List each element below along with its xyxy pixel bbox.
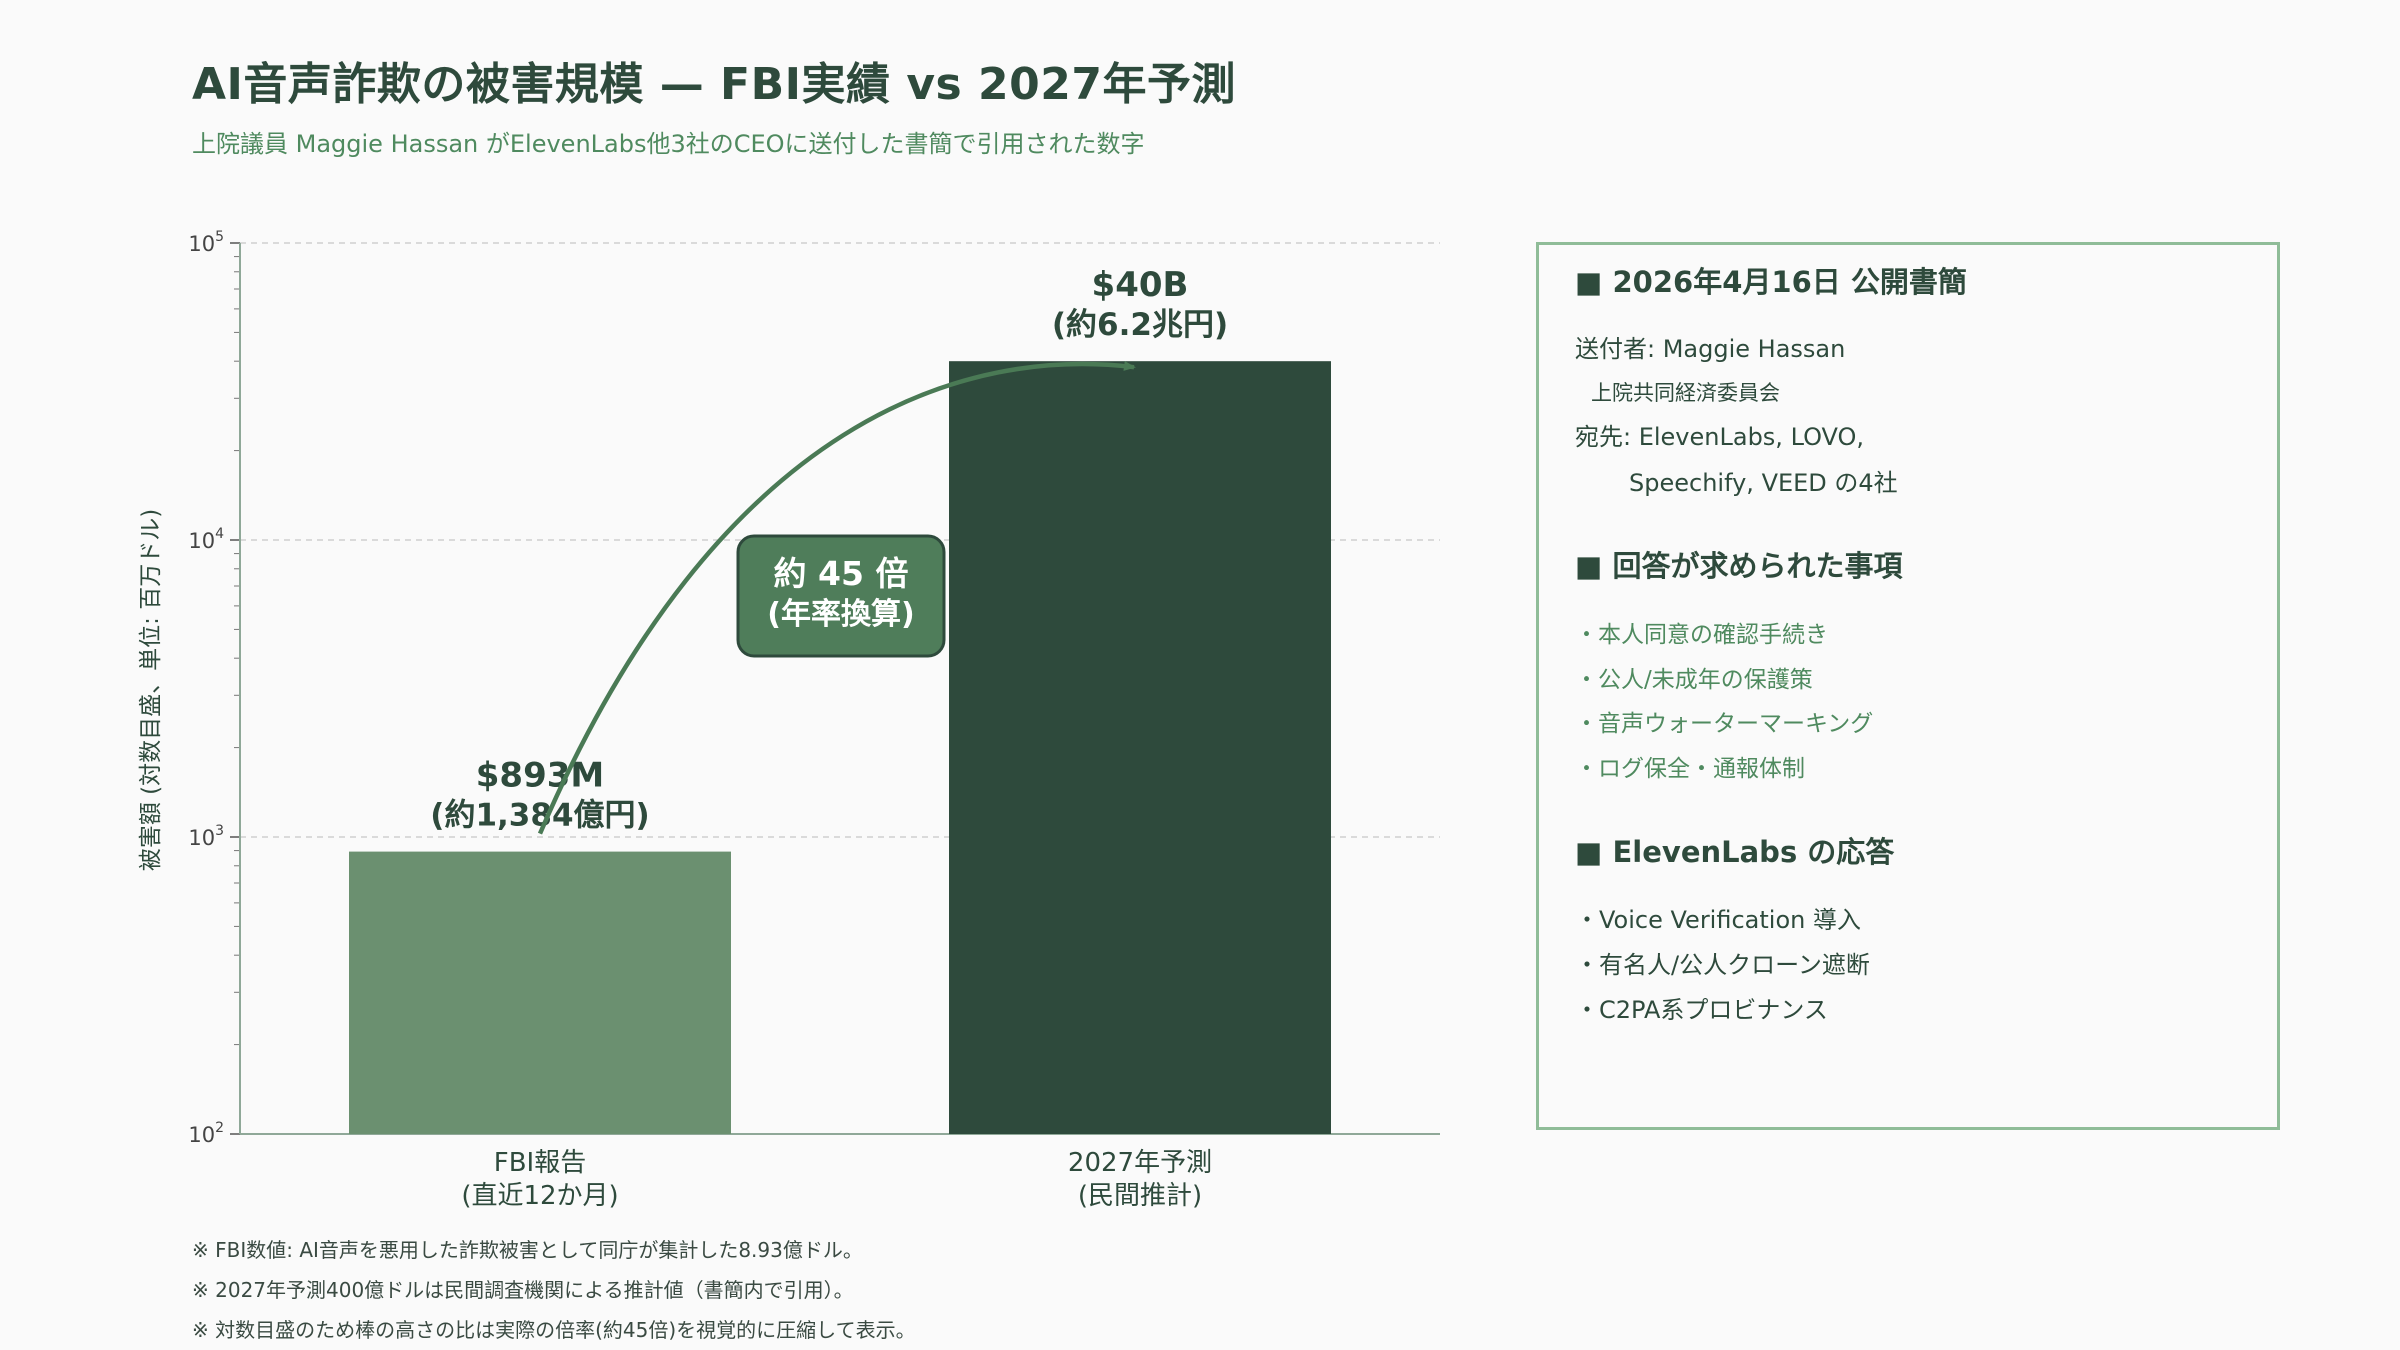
- x-tick-label: FBI報告: [494, 1148, 586, 1178]
- y-axis-label: 被害額 (対数目盛、単位: 百万ドル): [138, 509, 164, 871]
- request-item: ・公人/未成年の保護策: [1575, 667, 1813, 693]
- chart-title: AI音声詐欺の被害規模 — FBI実績 vs 2027年予測: [192, 59, 1236, 110]
- y-tick-label: 105: [188, 229, 224, 256]
- x-tick-label: (民間推計): [1078, 1181, 1202, 1211]
- panel-recipient: 宛先: ElevenLabs, LOVO,: [1575, 423, 1865, 451]
- chart-subtitle: 上院議員 Maggie Hassan がElevenLabs他3社のCEOに送付…: [192, 130, 1145, 158]
- multiplier-sublabel: (年率換算): [767, 597, 914, 632]
- multiplier-label: 約 45 倍: [774, 554, 909, 593]
- panel-sender: 送付者: Maggie Hassan: [1575, 335, 1846, 363]
- data-label: (約1,384億円): [430, 798, 649, 834]
- request-item: ・音声ウォーターマーキング: [1575, 711, 1874, 737]
- response-item: ・Voice Verification 導入: [1575, 906, 1861, 934]
- response-item: ・有名人/公人クローン遮断: [1575, 951, 1870, 979]
- y-tick-label: 102: [188, 1120, 224, 1147]
- footnote: ※ FBI数値: AI音声を悪用した詐欺被害として同庁が集計した8.93億ドル。: [192, 1238, 863, 1262]
- response-item: ・C2PA系プロビナンス: [1575, 996, 1828, 1024]
- panel-heading-letter: ■ 2026年4月16日 公開書簡: [1575, 265, 1967, 299]
- panel-heading-requests: ■ 回答が求められた事項: [1575, 549, 1903, 583]
- x-tick-label: 2027年予測: [1068, 1148, 1212, 1178]
- footnote: ※ 対数目盛のため棒の高さの比は実際の倍率(約45倍)を視覚的に圧縮して表示。: [192, 1318, 916, 1342]
- request-item: ・本人同意の確認手続き: [1575, 622, 1828, 648]
- data-label: (約6.2兆円): [1052, 307, 1228, 343]
- request-item: ・ログ保全・通報体制: [1575, 756, 1805, 782]
- multiplier-badge: [736, 534, 946, 658]
- panel-heading-response: ■ ElevenLabs の応答: [1575, 835, 1895, 869]
- panel-recipient-cont: Speechify, VEED の4社: [1629, 469, 1898, 497]
- data-label: $893M: [476, 756, 604, 796]
- letter-info-panel: ■ 2026年4月16日 公開書簡 送付者: Maggie Hassan 上院共…: [1536, 242, 2280, 1130]
- y-tick-label: 103: [188, 823, 224, 850]
- data-label: $40B: [1092, 265, 1189, 305]
- y-tick-label: 104: [188, 526, 224, 553]
- growth-arrow: [537, 361, 1136, 835]
- footnote: ※ 2027年予測400億ドルは民間調査機関による推計値（書簡内で引用）。: [192, 1278, 854, 1302]
- x-tick-label: (直近12か月): [461, 1181, 618, 1211]
- panel-sender-org: 上院共同経済委員会: [1591, 381, 1780, 405]
- bar: [949, 361, 1331, 1134]
- bar: [349, 851, 731, 1134]
